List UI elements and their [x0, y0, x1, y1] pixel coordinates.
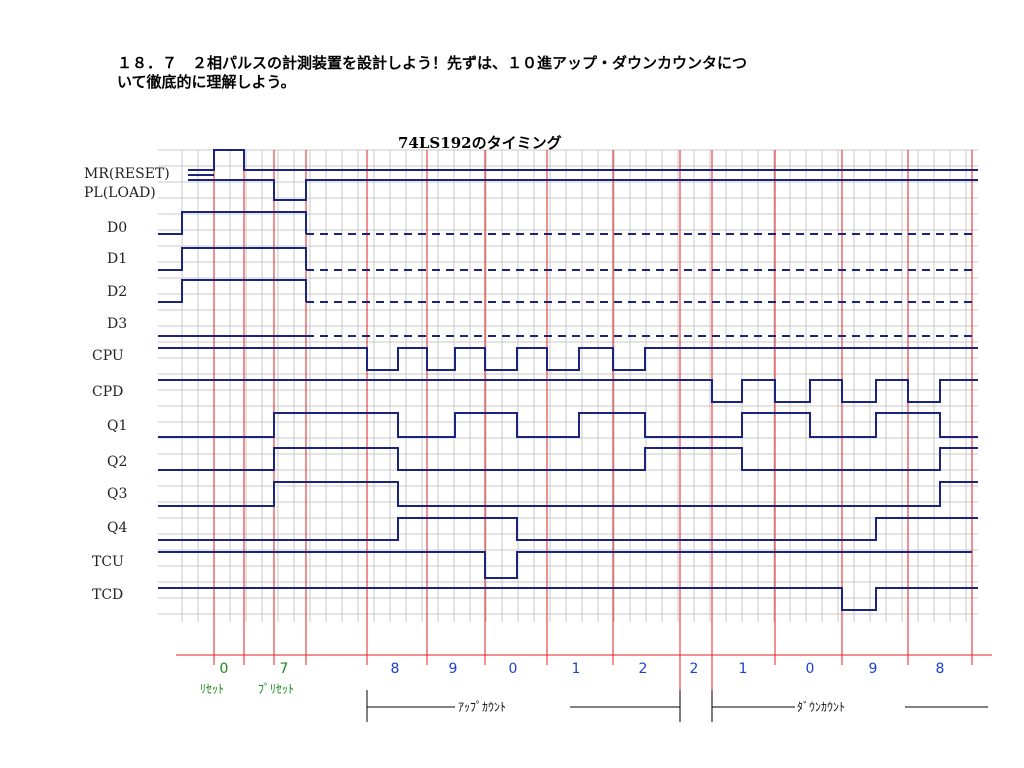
count-value: 1	[572, 661, 581, 677]
mr-reset-waveform	[188, 149, 978, 171]
count-value: 0	[806, 661, 815, 677]
diagram-title: 74LS192のタイミング	[398, 134, 562, 152]
signal-label: D0	[107, 220, 127, 236]
cpu-waveform	[158, 347, 978, 371]
signal-labels: MR(RESET) PL(LOAD) D0 D1 D2 D3 CPU CPD Q1 Q2 Q3 Q4 T…	[84, 166, 170, 603]
heading-line-1: １８．７ ２相パルスの計測装置を設計しよう！先ずは、１０進アップ・ダウンカウンタ…	[117, 54, 748, 72]
count-value: 9	[449, 661, 458, 677]
down-count-bracket	[711, 690, 988, 722]
d0-waveform	[158, 211, 307, 235]
signal-label: Q1	[107, 418, 127, 434]
q4-waveform	[158, 517, 978, 541]
tcu-waveform	[158, 551, 972, 579]
down-count-caption: ﾀﾞｳﾝｶｳﾝﾄ	[797, 700, 845, 714]
tcd-waveform	[158, 587, 978, 611]
q1-waveform	[158, 412, 978, 438]
d2-waveform	[158, 279, 307, 303]
count-value: 2	[639, 661, 648, 677]
signal-label: D2	[107, 284, 127, 300]
signal-label: D3	[107, 316, 127, 332]
cpd-waveform	[158, 379, 978, 403]
count-value: 2	[690, 661, 699, 677]
time-markers	[176, 150, 992, 690]
waveforms	[158, 149, 978, 611]
page-heading: １８．７ ２相パルスの計測装置を設計しよう！先ずは、１０進アップ・ダウンカウンタ…	[117, 54, 977, 92]
signal-label: Q4	[107, 520, 127, 536]
count-value: 8	[391, 661, 400, 677]
count-value: 1	[739, 661, 748, 677]
signal-label: MR(RESET)	[84, 166, 170, 182]
signal-label: TCD	[92, 587, 123, 603]
signal-label: PL(LOAD)	[84, 185, 156, 201]
signal-label: Q3	[107, 486, 127, 502]
count-value: 0	[220, 661, 229, 677]
count-value: 0	[509, 661, 518, 677]
count-value: 8	[936, 661, 945, 677]
preset-caption: ﾌﾟﾘｾｯﾄ	[258, 682, 294, 696]
reset-caption: ﾘｾｯﾄ	[200, 682, 224, 696]
pl-load-waveform	[188, 179, 978, 201]
count-value: 9	[869, 661, 878, 677]
q2-waveform	[158, 447, 978, 471]
signal-label: Q2	[107, 454, 127, 470]
signal-label: CPD	[92, 384, 123, 400]
up-count-bracket	[366, 690, 681, 722]
signal-label: CPU	[92, 348, 124, 364]
heading-line-2: いて徹底的に理解しよう。	[117, 73, 296, 91]
up-count-caption: ｱｯﾌﾟｶｳﾝﾄ	[458, 700, 506, 714]
q3-waveform	[158, 481, 978, 507]
d1-waveform	[158, 247, 307, 271]
signal-label: D1	[107, 251, 127, 267]
signal-label: TCU	[92, 554, 124, 570]
count-value: 7	[280, 661, 289, 677]
